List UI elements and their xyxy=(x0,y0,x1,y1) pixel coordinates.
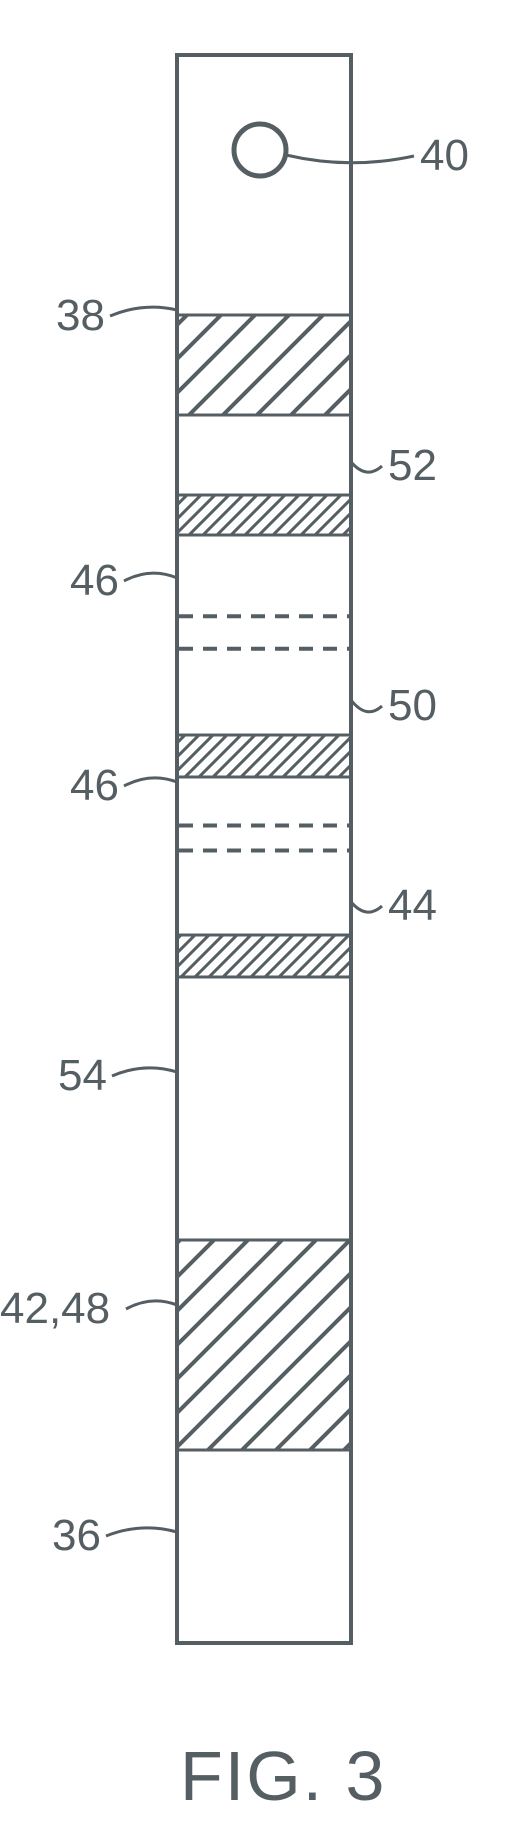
label-44: 44 xyxy=(388,881,437,930)
label-36: 36 xyxy=(52,1511,101,1560)
region-r44 xyxy=(179,935,349,977)
label-50: 50 xyxy=(388,681,437,730)
region-r4248 xyxy=(179,1240,349,1450)
leader-36 xyxy=(106,1528,177,1536)
leader-46a xyxy=(124,573,177,581)
label-40: 40 xyxy=(420,131,469,180)
leader-4248 xyxy=(126,1301,177,1309)
leader-54 xyxy=(112,1068,177,1076)
label-4248: 42,48 xyxy=(0,1284,110,1333)
leader-44 xyxy=(351,902,382,912)
region-r50 xyxy=(179,735,349,777)
label-46b: 46 xyxy=(70,761,119,810)
region-r52 xyxy=(179,495,349,535)
label-46a: 46 xyxy=(70,556,119,605)
figure-svg: 40 38 52 46 50 46 44 54 42,48 36 FIG. 3 xyxy=(0,0,529,1846)
circle-40 xyxy=(234,124,286,176)
label-38: 38 xyxy=(56,291,105,340)
leader-46b xyxy=(124,778,177,786)
leader-50 xyxy=(351,700,382,712)
figure-caption: FIG. 3 xyxy=(180,1737,386,1815)
leader-52 xyxy=(351,462,382,472)
label-54: 54 xyxy=(58,1051,107,1100)
leader-38 xyxy=(110,307,177,316)
label-52: 52 xyxy=(388,441,437,490)
region-r38 xyxy=(179,315,349,415)
